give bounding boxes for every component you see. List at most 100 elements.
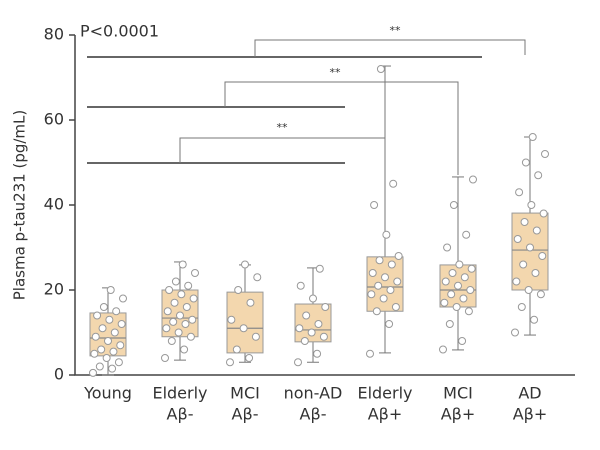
data-point [226, 358, 234, 367]
data-point [232, 345, 241, 354]
sig-label: ** [330, 66, 342, 79]
data-point [114, 358, 123, 367]
data-point [181, 320, 190, 328]
data-point [527, 201, 536, 209]
x-tick-label: Young [83, 384, 132, 403]
x-tick-label: AD [518, 384, 541, 403]
data-point [89, 368, 97, 377]
data-point [186, 332, 195, 341]
data-point [367, 290, 376, 299]
data-point [112, 307, 121, 316]
data-point [530, 315, 539, 324]
box [511, 212, 549, 291]
data-point [464, 307, 473, 316]
data-point [245, 354, 254, 362]
data-point [161, 354, 169, 362]
y-tick-label: 20 [44, 280, 64, 299]
x-tick-label: Aβ+ [368, 405, 403, 424]
data-point [95, 362, 104, 371]
data-point [526, 243, 534, 252]
data-point [466, 286, 475, 294]
data-point [455, 260, 464, 269]
data-point [386, 286, 395, 294]
data-point [538, 252, 547, 260]
sig-label: ** [277, 121, 289, 134]
x-tick-label: Aβ- [232, 405, 259, 424]
data-point [99, 303, 108, 311]
data-point [108, 364, 117, 373]
data-point [171, 277, 180, 286]
x-tick-label: Elderly [357, 384, 412, 403]
data-point [511, 328, 519, 337]
data-point [372, 307, 381, 316]
data-point [449, 201, 458, 209]
data-point [227, 315, 236, 324]
y-axis-label: Plasma p-tau231 (pg/mL) [11, 110, 29, 300]
data-point [307, 328, 316, 337]
data-point [234, 286, 243, 294]
data-point [448, 269, 457, 277]
data-point [462, 230, 471, 239]
data-point [531, 269, 540, 277]
data-point [515, 188, 524, 197]
data-point [512, 277, 521, 286]
data-point [189, 294, 198, 303]
data-point [177, 290, 186, 299]
data-point [382, 230, 391, 239]
data-point [539, 209, 548, 218]
x-tick-label: Aβ+ [441, 405, 476, 424]
data-point [459, 294, 468, 303]
data-point [170, 298, 179, 307]
data-point [370, 201, 379, 209]
data-point [521, 158, 530, 167]
data-point [163, 307, 172, 316]
y-tick-label: 0 [54, 365, 64, 384]
data-point [294, 358, 302, 367]
data-point [167, 337, 176, 345]
x-tick-label: Aβ+ [513, 405, 548, 424]
p-value: P<0.0001 [80, 22, 159, 41]
data-point [102, 354, 111, 362]
data-point [116, 341, 125, 350]
data-point [119, 294, 127, 303]
data-point [313, 349, 322, 358]
data-point [253, 273, 262, 282]
data-point [188, 315, 197, 324]
data-point [447, 290, 456, 299]
data-point [524, 286, 533, 294]
data-point [389, 179, 398, 188]
data-point [246, 298, 255, 307]
data-point [541, 150, 549, 158]
data-point [460, 273, 469, 282]
data-point [445, 320, 454, 328]
x-tick-label: Aβ- [167, 405, 194, 424]
y-tick-label: 80 [44, 25, 64, 44]
data-point [517, 303, 526, 311]
y-tick-label: 40 [44, 195, 64, 214]
x-tick-label: MCI [230, 384, 260, 403]
data-point [440, 298, 449, 307]
data-point [176, 311, 184, 320]
data-point [379, 294, 388, 303]
data-point [302, 311, 311, 320]
data-point [520, 218, 529, 226]
data-point [180, 345, 189, 354]
sig-bracket [179, 137, 386, 180]
data-point [469, 175, 477, 184]
data-point [90, 349, 99, 358]
sig-bracket [224, 81, 459, 175]
data-point [391, 303, 400, 311]
data-point [315, 264, 324, 273]
data-point [385, 320, 394, 328]
data-point [536, 290, 545, 299]
x-tick-label: non-AD [284, 384, 343, 403]
data-point [182, 303, 191, 311]
data-point [309, 294, 317, 303]
data-point [296, 281, 305, 290]
data-point [376, 65, 385, 73]
data-point [104, 337, 112, 345]
data-point [368, 269, 377, 277]
data-point [394, 252, 403, 260]
data-point [169, 317, 178, 326]
data-point [439, 345, 447, 354]
